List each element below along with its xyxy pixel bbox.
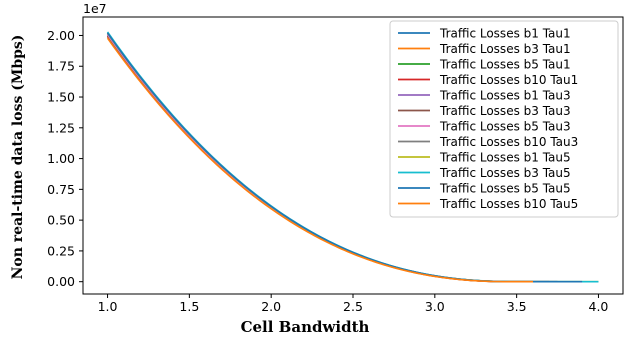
y-tick-label: 1.00: [47, 151, 75, 166]
legend-label: Traffic Losses b10 Tau1: [439, 73, 578, 87]
y-tick-label: 1.50: [47, 90, 75, 105]
legend-label: Traffic Losses b3 Tau3: [439, 104, 571, 118]
x-tick-label: 1.0: [98, 299, 118, 314]
x-tick-label: 2.5: [343, 299, 363, 314]
y-tick-label: 1.25: [47, 120, 75, 135]
legend-label: Traffic Losses b1 Tau3: [439, 89, 571, 103]
x-axis-title: Cell Bandwidth: [241, 318, 370, 336]
legend-label: Traffic Losses b1 Tau5: [439, 151, 571, 165]
series-lines: [106, 31, 599, 283]
legend-label: Traffic Losses b5 Tau1: [439, 58, 571, 72]
legend-label: Traffic Losses b5 Tau3: [439, 120, 571, 134]
legend-frame: [389, 20, 619, 218]
legend-label: Traffic Losses b10 Tau5: [439, 197, 578, 211]
series-line-12: [106, 37, 533, 283]
y-tick-label: 0.00: [47, 274, 75, 289]
y-offset-label: 1e7: [83, 1, 107, 16]
x-tick-label: 4.0: [589, 299, 609, 314]
y-tick-label: 2.00: [47, 28, 75, 43]
legend-label: Traffic Losses b1 Tau1: [439, 27, 571, 41]
y-axis-title: Non real-time data loss (Mbps): [10, 35, 26, 280]
y-tick-label: 0.75: [47, 182, 75, 197]
x-tick-label: 2.0: [261, 299, 281, 314]
x-tick-label: 3.5: [507, 299, 527, 314]
legend-label: Traffic Losses b3 Tau1: [439, 42, 571, 56]
x-tick-label: 3.0: [425, 299, 445, 314]
y-tick-label: 0.50: [47, 213, 75, 228]
y-tick-label: 0.25: [47, 243, 75, 258]
y-axis-ticks: 0.00 0.25 0.50 0.75 1.00 1.25 1.50 1.75 2.00: [47, 28, 83, 289]
x-tick-label: 1.5: [179, 299, 199, 314]
legend-label: Traffic Losses b5 Tau5: [439, 182, 571, 196]
y-tick-label: 1.75: [47, 59, 75, 74]
x-axis-ticks: 1.0 1.5 2.0 2.5 3.0 3.5 4.0: [98, 294, 609, 314]
legend-label: Traffic Losses b3 Tau5: [439, 166, 571, 180]
legend-label: Traffic Losses b10 Tau3: [439, 135, 578, 149]
